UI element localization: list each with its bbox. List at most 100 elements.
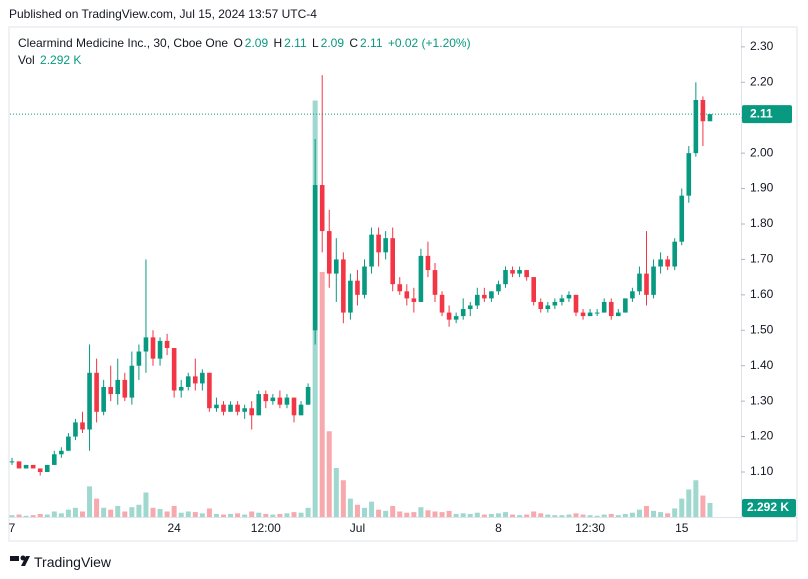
volume-bar (707, 502, 713, 517)
ohlc-label: L (311, 36, 319, 50)
volume-bar (453, 513, 459, 517)
candle-body (59, 450, 64, 455)
volume-bar (185, 511, 191, 517)
change-value: +0.02 (+1.20%) (387, 36, 471, 50)
volume-bar (362, 507, 367, 517)
volume-bar (658, 512, 664, 517)
candle-body (178, 386, 184, 391)
candle-body (66, 436, 71, 451)
candle-body (263, 394, 269, 402)
volume-bar (256, 512, 262, 517)
volume-bar (16, 514, 22, 517)
volume-bar (573, 513, 579, 517)
volume-bar (467, 513, 473, 517)
volume-bar (615, 515, 621, 517)
candle-body (37, 468, 43, 473)
volume-bar (37, 513, 43, 517)
candle-body (214, 404, 219, 409)
candle-body (432, 270, 438, 295)
candle-body (411, 298, 417, 302)
volume-bar (72, 507, 78, 517)
volume-bar (340, 480, 346, 517)
candle-body (623, 298, 628, 313)
candle-body (362, 266, 367, 295)
candle-body (538, 301, 544, 310)
pane-border (8, 26, 798, 542)
brand: TradingView (34, 554, 112, 570)
candle-body (101, 386, 106, 412)
volume-bar (510, 514, 516, 517)
x-tick-label: 12:30 (575, 521, 605, 535)
candle-body (319, 185, 325, 232)
last-price-label: 2.11 (750, 106, 773, 120)
candle-body (482, 294, 487, 299)
candle-body (580, 312, 586, 317)
volume-bar (87, 486, 93, 517)
candle-body (80, 422, 85, 430)
logo (10, 555, 30, 566)
candle-body (150, 337, 156, 359)
volume-bar (446, 510, 452, 517)
candle-body (446, 312, 452, 320)
candle-body (87, 372, 92, 430)
volume-bar (665, 513, 671, 517)
x-tick-label: 7 (9, 521, 16, 535)
candle-body (94, 372, 99, 412)
volume-bar (425, 510, 431, 517)
candle-body (686, 153, 692, 196)
volume-bar (594, 515, 600, 517)
volume-bar (644, 505, 649, 517)
volume-bar (235, 513, 241, 517)
volume-bar (587, 515, 593, 517)
volume-bar (531, 511, 537, 517)
time-axis-border (9, 517, 797, 518)
candle-body (136, 351, 142, 366)
y-tick-label: 1.40 (750, 358, 774, 372)
candle-body (228, 404, 233, 412)
candle-body (566, 294, 572, 299)
volume-bar (213, 513, 219, 517)
volume-bar (601, 514, 607, 517)
candle-body (531, 277, 536, 302)
volume-bar (333, 468, 339, 517)
candle-body (52, 454, 57, 465)
volume-bar (524, 514, 530, 517)
volume-bar (30, 515, 36, 517)
candle-body (122, 379, 128, 398)
y-tick-label: 1.90 (750, 181, 774, 195)
ohlc-value: 2.11 (284, 36, 307, 50)
volume-bar (439, 512, 445, 517)
candle-body (193, 376, 198, 384)
candle-body (404, 291, 410, 299)
x-tick-label: 15 (675, 521, 689, 535)
candle-body (651, 266, 656, 295)
candle-body (341, 259, 346, 313)
candle-body (185, 376, 191, 387)
candle-body (552, 301, 558, 306)
volume-bar (686, 489, 692, 517)
volume-bar (404, 512, 410, 517)
volume-bar (284, 513, 290, 517)
candle-body (524, 270, 529, 278)
candle-body (326, 231, 332, 274)
candle-body (355, 280, 360, 295)
price-axis-border (741, 27, 742, 517)
volume-bar (80, 511, 85, 517)
volume-bar (263, 513, 269, 517)
y-tick-label: 2.30 (750, 39, 774, 53)
volume-bar (298, 512, 304, 517)
candle-body (700, 99, 706, 122)
candle-body (390, 238, 395, 285)
volume-bar (397, 511, 403, 517)
volume-bar (242, 514, 248, 517)
volume-badge (742, 499, 796, 517)
candle-body (644, 273, 649, 295)
volume-row: Vol 2.292 K (18, 52, 473, 69)
volume-bar (460, 513, 466, 517)
volume-bar (199, 513, 205, 517)
candle-body (489, 291, 494, 299)
volume-bar (108, 509, 114, 517)
candle-body (284, 397, 290, 405)
volume-bar (432, 511, 438, 517)
